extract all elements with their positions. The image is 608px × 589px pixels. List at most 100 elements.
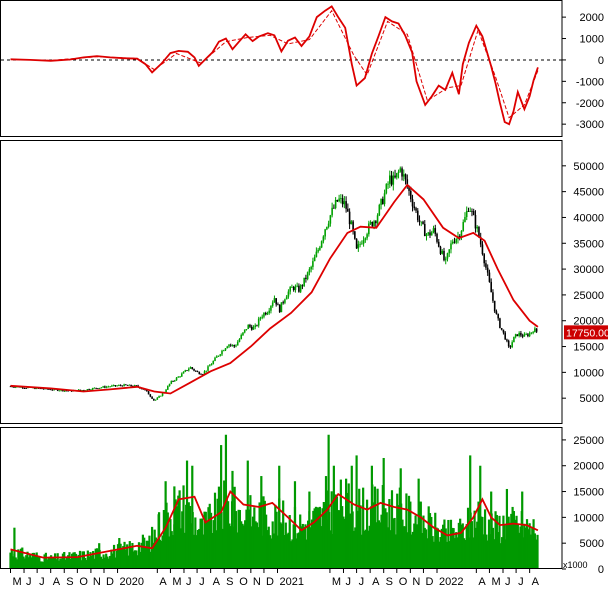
- candle-body: [146, 389, 148, 392]
- candle-body: [217, 355, 220, 357]
- x-tick-label: S: [226, 576, 233, 588]
- candle-body: [299, 285, 302, 292]
- volume-bar: [116, 544, 120, 568]
- oscillator-line: [10, 5, 539, 126]
- volume-bar: [32, 552, 36, 568]
- candle-body: [334, 200, 337, 208]
- candle-body: [130, 384, 132, 387]
- candle-body: [406, 179, 409, 187]
- volume-bar: [234, 511, 238, 568]
- candle-body: [233, 345, 236, 347]
- volume-bar: [88, 556, 91, 568]
- volume-bar: [124, 549, 127, 568]
- candle-body: [315, 251, 318, 258]
- x-tick-label: S: [66, 576, 73, 588]
- oscillator-tick-label: -2000: [576, 98, 604, 110]
- volume-bar: [208, 503, 211, 568]
- candle-body: [530, 332, 533, 334]
- volume-bar: [448, 541, 451, 568]
- volume-bar: [135, 550, 138, 568]
- volume-bar: [377, 520, 380, 568]
- volume-bar: [57, 560, 61, 568]
- volume-bar: [198, 528, 201, 568]
- volume-bar: [209, 512, 213, 568]
- candle-body: [126, 385, 129, 386]
- volume-bar: [240, 521, 243, 568]
- volume-bar: [473, 510, 476, 568]
- volume-bar: [410, 534, 413, 568]
- volume-spike: [382, 457, 385, 568]
- volume-bar: [84, 557, 87, 568]
- candle-body: [245, 328, 248, 330]
- volume-bar: [254, 521, 257, 568]
- volume-bar: [251, 516, 255, 568]
- candle-body: [39, 388, 42, 390]
- candle-body: [179, 376, 181, 378]
- volume-bar: [451, 527, 454, 568]
- volume-tick-label: 0: [598, 564, 604, 576]
- volume-bar: [376, 488, 379, 568]
- volume-bar: [348, 513, 352, 568]
- volume-bar: [282, 500, 285, 568]
- volume-bar: [227, 501, 230, 568]
- candle-body: [180, 373, 183, 377]
- volume-bar: [335, 496, 339, 568]
- candle-body: [123, 384, 125, 387]
- candle-body: [506, 339, 508, 341]
- volume-bar: [389, 530, 392, 568]
- volume-bar: [182, 485, 185, 568]
- candle-body: [165, 389, 167, 393]
- candle-body: [378, 204, 381, 216]
- candle-body: [420, 221, 423, 223]
- volume-bar: [414, 515, 417, 568]
- candle-body: [450, 243, 452, 250]
- candle-body: [443, 250, 445, 261]
- x-tick-label: A: [53, 576, 61, 588]
- candle-body: [252, 327, 255, 330]
- candle-body: [289, 287, 291, 292]
- volume-bar: [65, 557, 68, 568]
- volume-bar: [364, 529, 367, 568]
- candle-body: [228, 344, 230, 347]
- volume-bar: [487, 519, 491, 568]
- volume-bar: [249, 495, 252, 568]
- candle-body: [287, 291, 290, 297]
- x-tick-label: J: [505, 576, 511, 588]
- volume-bar: [177, 495, 180, 568]
- volume-bar: [53, 553, 57, 568]
- candle-body: [305, 277, 307, 280]
- volume-bar: [46, 559, 49, 568]
- volume-spike: [278, 465, 281, 568]
- volume-bar: [47, 558, 50, 568]
- volume-bars: [9, 434, 539, 568]
- last-price-label: 17750.00: [566, 327, 608, 339]
- volume-tick-label: 5000: [580, 538, 604, 550]
- volume-spike: [157, 512, 161, 568]
- volume-bar: [199, 518, 202, 568]
- volume-bar: [127, 555, 130, 568]
- volume-bar: [109, 555, 112, 568]
- candle-body: [322, 236, 325, 242]
- volume-bar: [89, 552, 92, 568]
- oscillator-tick-label: 2000: [580, 12, 604, 24]
- volume-spike: [505, 488, 509, 568]
- volume-bar: [21, 547, 24, 568]
- candle-body: [327, 223, 330, 227]
- candle-body: [306, 272, 309, 280]
- candle-body: [331, 207, 333, 216]
- price-tick-label: 35000: [573, 238, 604, 250]
- x-tick-label: A: [213, 576, 221, 588]
- volume-bar: [221, 528, 224, 568]
- volume-bar: [59, 558, 62, 568]
- volume-bar: [238, 510, 242, 568]
- volume-bar: [168, 536, 171, 568]
- candle-body: [58, 390, 61, 392]
- candle-body: [532, 332, 534, 334]
- volume-bar: [394, 534, 398, 568]
- x-tick-label: M: [12, 576, 21, 588]
- candle-body: [345, 201, 347, 209]
- volume-bar: [194, 517, 197, 568]
- volume-bar: [453, 538, 457, 568]
- volume-bar: [301, 523, 304, 568]
- volume-bar: [373, 486, 377, 568]
